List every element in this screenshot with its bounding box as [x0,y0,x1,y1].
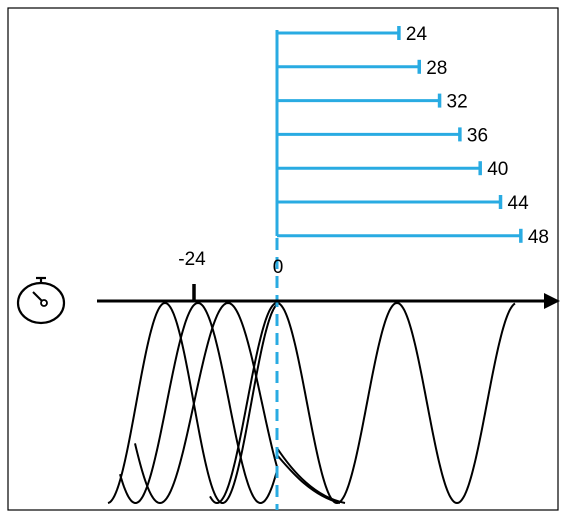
bar-label-44: 44 [508,193,530,214]
axis-label-zero: 0 [273,257,284,278]
axis-label-minus-24: -24 [178,249,206,270]
bar-label-28: 28 [426,58,447,79]
shifted-wave-2 [119,302,278,504]
time-axis-arrowhead [544,293,560,309]
shifted-wave-1 [107,302,278,504]
wave-curves [107,302,516,504]
decay-tail-1 [276,454,341,504]
shifted-wave-3 [134,302,278,504]
bar-label-32: 32 [447,92,468,113]
stopwatch-icon [16,276,66,325]
decay-tail-2 [276,447,346,504]
figure-frame [7,7,559,511]
bar-label-48: 48 [528,227,549,248]
bar-label-24: 24 [406,24,428,45]
main-wave [209,302,516,504]
bar-label-36: 36 [467,125,488,146]
bar-label-40: 40 [487,159,508,180]
